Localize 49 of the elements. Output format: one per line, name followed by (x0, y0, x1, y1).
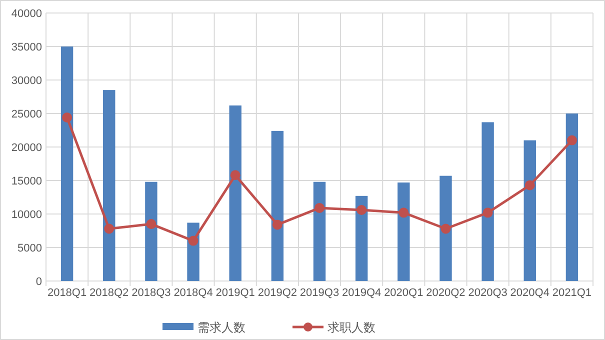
point (482, 208, 493, 218)
x-tick-label: 2021Q1 (552, 287, 592, 299)
x-tick-label: 2019Q4 (342, 287, 382, 299)
y-tick-label: 10000 (11, 209, 42, 221)
point (398, 208, 409, 218)
y-tick-label: 5000 (18, 242, 42, 254)
bar (60, 46, 74, 281)
point (356, 204, 367, 215)
point (440, 224, 451, 234)
point (272, 220, 282, 230)
x-tick-label: 2018Q3 (132, 287, 171, 299)
x-tick-label: 2020Q4 (510, 287, 550, 299)
y-tick-label: 0 (36, 276, 42, 288)
bar (271, 130, 284, 281)
x-tick-label: 2020Q1 (384, 287, 424, 299)
x-tick-label: 2019Q1 (216, 287, 255, 299)
y-tick-label: 30000 (11, 75, 42, 87)
point (566, 135, 577, 146)
x-tick-label: 2020Q3 (468, 287, 508, 299)
point (230, 170, 240, 180)
y-tick-label: 20000 (11, 142, 42, 154)
bar (313, 182, 326, 281)
x-tick-label: 2019Q3 (300, 287, 340, 299)
point (146, 219, 156, 230)
x-tick-label: 2019Q2 (258, 287, 297, 299)
bar (145, 182, 158, 281)
y-tick-label: 15000 (11, 176, 42, 188)
legend-label: 需求人数 (198, 320, 246, 334)
y-tick-label: 35000 (11, 42, 42, 54)
y-tick-label: 25000 (11, 108, 42, 120)
bar (229, 105, 242, 281)
bar (440, 176, 452, 281)
y-tick-label: 40000 (11, 8, 42, 20)
point (314, 202, 324, 213)
x-tick-label: 2018Q2 (90, 287, 129, 299)
x-tick-label: 2018Q1 (47, 287, 87, 299)
point (104, 224, 114, 234)
bar (398, 182, 410, 281)
point (62, 112, 72, 123)
bar (355, 196, 368, 281)
point (188, 236, 198, 246)
bar (566, 114, 578, 281)
x-tick-label: 2018Q4 (174, 287, 213, 299)
x-tick-label: 2020Q2 (426, 287, 466, 299)
bar (524, 140, 536, 281)
bar (482, 122, 494, 281)
bar (103, 90, 116, 281)
point (524, 180, 535, 190)
legend-label: 求职人数 (328, 320, 376, 334)
